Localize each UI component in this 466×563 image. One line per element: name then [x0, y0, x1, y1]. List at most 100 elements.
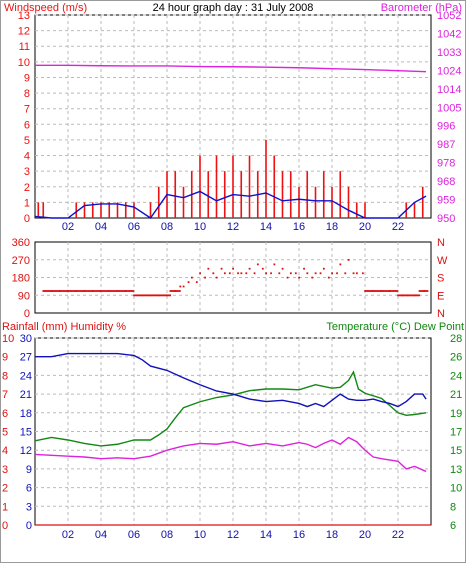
wind-direction-point: [223, 272, 226, 275]
rainfall-tick-label: 7: [2, 389, 8, 401]
wind-direction-point: [96, 290, 99, 292]
wind-direction-point: [167, 294, 170, 297]
wind-x-tick-label: 22: [392, 221, 404, 233]
wind-direction-point: [400, 294, 402, 297]
wind-direction-point: [423, 290, 426, 292]
wind-direction-point: [142, 294, 145, 297]
wind-direction-point: [286, 276, 289, 279]
wind-direction-point: [160, 294, 163, 297]
wind-direction-point: [212, 272, 215, 275]
barometer-tick-label: 950: [437, 213, 455, 225]
wind-direction-point: [86, 290, 89, 292]
wind-direction-point: [372, 290, 375, 292]
weather-x-tick-label: 04: [95, 529, 107, 541]
rainfall-tick-label: 10: [2, 333, 14, 345]
wind-direction-point: [403, 294, 406, 297]
wind-direction-point: [410, 294, 412, 297]
wind-direction-point: [71, 290, 74, 292]
rainfall-tick-labels: 0 1 2 3 4 5 6 7 8 9 10: [2, 333, 14, 532]
wind-direction-point: [169, 294, 171, 297]
wind-direction-point: [53, 290, 56, 292]
temperature-tick-label: 21: [450, 389, 462, 401]
temperature-tick-label: 8: [450, 501, 456, 513]
wind-direction-point: [253, 272, 256, 275]
barometer-tick-label: 1042: [437, 28, 461, 40]
wind-direction-point: [56, 290, 59, 292]
wind-direction-point: [109, 290, 112, 292]
windspeed-tick-label: 13: [18, 10, 30, 22]
wind-direction-point: [391, 290, 394, 292]
wind-direction-point: [398, 294, 401, 297]
wind-x-tick-label: 20: [359, 221, 371, 233]
wind-direction-point: [361, 272, 364, 275]
wind-x-tick-label: 06: [128, 221, 140, 233]
direction-compass-label: N: [437, 308, 445, 320]
wind-direction-point: [388, 290, 391, 292]
wind-direction-point: [393, 290, 396, 292]
rainfall-tick-label: 5: [2, 427, 8, 439]
wind-x-tick-label: 10: [194, 221, 206, 233]
wind-direction-point: [145, 294, 148, 297]
wind-direction-point: [100, 290, 102, 292]
wind-direction-point: [114, 290, 117, 292]
wind-direction-point: [76, 290, 79, 292]
wind-direction-point: [103, 290, 105, 292]
wind-direction-point: [73, 290, 75, 292]
wind-direction-point: [190, 276, 193, 279]
temperature-line: [34, 370, 427, 447]
wind-gust-bars: [37, 139, 424, 218]
wind-x-tick-label: 16: [293, 221, 305, 233]
wind-direction-point: [124, 290, 127, 292]
wind-direction-point: [270, 272, 272, 275]
wind-direction-point: [91, 290, 94, 292]
dewpoint-line: [34, 436, 427, 473]
wind-direction-point: [169, 290, 172, 292]
wind-direction-point: [55, 290, 57, 292]
wind-direction-point: [63, 290, 66, 292]
direction-degree-label: 270: [12, 255, 30, 267]
wind-direction-point: [149, 294, 152, 297]
weather-x-tick-label: 08: [161, 529, 173, 541]
wind-direction-point: [416, 294, 419, 297]
rain-humidity-axis-label: Rainfall (mm) Humidity %: [2, 321, 126, 333]
windspeed-tick-label: 0: [24, 213, 30, 225]
wind-direction-point: [248, 267, 251, 270]
barometer-tick-label: 1024: [437, 65, 461, 77]
wind-direction-point: [364, 290, 366, 292]
weather-x-tick-label: 16: [293, 529, 305, 541]
wind-direction-point: [376, 290, 379, 292]
direction-compass-label: S: [437, 273, 444, 285]
wind-direction-point: [89, 290, 92, 292]
wind-direction-point: [182, 285, 185, 288]
wind-direction-point: [163, 294, 166, 297]
windspeed-tick-label: 3: [24, 166, 30, 178]
wind-x-tick-label: 04: [95, 221, 107, 233]
wind-direction-point: [162, 294, 165, 297]
windspeed-tick-label: 4: [24, 151, 30, 163]
wind-direction-point: [368, 290, 371, 292]
wind-direction-point: [177, 290, 180, 292]
temperature-dewpoint-axis-label: Temperature (°C) Dew Point: [326, 321, 464, 333]
wind-x-tick-label: 08: [161, 221, 173, 233]
rainfall-tick-label: 6: [2, 408, 8, 420]
wind-direction-point: [174, 290, 177, 292]
wind-direction-point: [70, 290, 72, 292]
humidity-tick-label: 27: [20, 352, 32, 364]
wind-direction-point: [151, 294, 153, 297]
rainfall-tick-label: 3: [2, 464, 8, 476]
wind-direction-point: [396, 290, 399, 292]
wind-direction-point: [130, 290, 133, 292]
wind-direction-point: [133, 294, 135, 297]
temperature-tick-label: 6: [450, 520, 456, 532]
wind-direction-point: [64, 290, 67, 292]
wind-direction-point: [331, 272, 333, 275]
weather-x-tick-label: 02: [62, 529, 74, 541]
direction-degree-label: 90: [18, 290, 30, 302]
barometer-tick-label: 996: [437, 121, 455, 133]
wind-direction-point: [101, 290, 104, 292]
wind-direction-point: [172, 290, 175, 292]
wind-direction-point: [367, 290, 369, 292]
wind-direction-point: [111, 290, 114, 292]
humidity-tick-label: 21: [20, 389, 32, 401]
direction-degree-label: 0: [24, 308, 30, 320]
